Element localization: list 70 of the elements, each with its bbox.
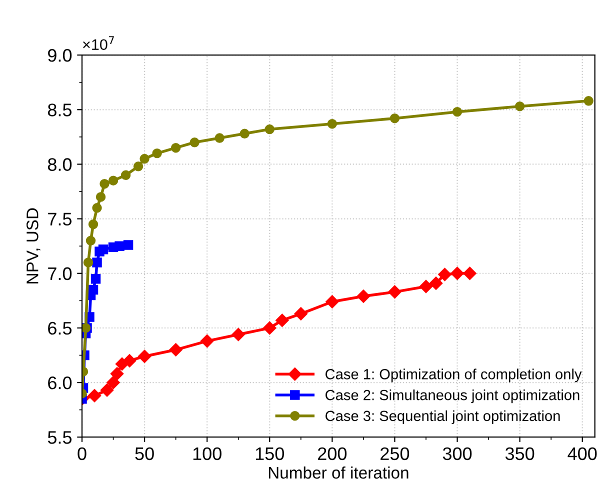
point	[463, 266, 476, 280]
x-tick-label: 300	[442, 447, 472, 460]
point	[240, 128, 250, 139]
point	[276, 314, 289, 327]
point	[356, 290, 370, 303]
x-axis-title: Number of iteration	[268, 466, 408, 479]
point	[263, 321, 276, 335]
legend-label: Case 1: Optimization of completion only	[326, 368, 582, 382]
point	[169, 343, 182, 356]
x-tick-label: 350	[505, 447, 534, 460]
y-tick-label: 7.5	[48, 212, 72, 226]
point	[214, 133, 224, 143]
y-tick-label: 9.0	[48, 48, 72, 62]
point	[96, 192, 106, 202]
point	[100, 179, 110, 189]
point	[514, 102, 525, 112]
point	[200, 334, 214, 348]
point	[584, 96, 594, 106]
point	[438, 268, 452, 282]
point	[327, 118, 338, 129]
text: ×10$^{7}$	[83, 36, 114, 50]
y-tick-label: 8.5	[48, 104, 72, 116]
legend-label: Case 3: Sequential joint optimization	[326, 410, 560, 424]
point	[232, 328, 245, 342]
point	[92, 203, 102, 213]
x-tick-label: 250	[380, 447, 410, 460]
point	[114, 241, 124, 251]
x-tick-label: 100	[193, 447, 222, 460]
point	[326, 295, 339, 308]
point	[450, 266, 464, 280]
point	[294, 307, 308, 320]
point	[123, 240, 134, 250]
x-tick-label: 50	[135, 447, 154, 460]
point	[152, 148, 162, 158]
y-tick-label: 6.0	[48, 376, 72, 390]
point	[419, 280, 433, 294]
point	[90, 274, 101, 284]
point	[170, 142, 181, 153]
x-tick-label: 200	[318, 447, 347, 460]
point	[86, 236, 96, 246]
x-tick-label: 400	[568, 447, 597, 460]
y-tick-label: 5.5	[48, 431, 72, 444]
point	[138, 350, 152, 363]
point	[88, 389, 102, 402]
point	[88, 219, 98, 230]
point	[429, 276, 443, 290]
y-axis-title: NPV, USD	[26, 208, 40, 284]
point	[108, 176, 118, 186]
point	[98, 244, 108, 254]
point	[452, 106, 462, 117]
point	[390, 114, 400, 124]
point	[120, 170, 131, 180]
point	[88, 284, 98, 295]
y-tick-label: 7.0	[48, 267, 72, 280]
legend-label: Case 2: Simultaneous joint optimization	[326, 390, 580, 404]
y-tick-label: 8.0	[48, 158, 72, 171]
point	[264, 124, 274, 134]
x-tick-label: 150	[256, 447, 284, 460]
point	[92, 258, 102, 268]
point	[133, 162, 144, 172]
x-tick-label: 0	[78, 447, 86, 460]
point	[106, 376, 120, 390]
point	[122, 354, 136, 368]
point	[83, 258, 94, 268]
y-tick-label: 6.5	[48, 322, 72, 335]
point	[388, 285, 402, 299]
point	[190, 138, 200, 148]
point	[110, 367, 124, 380]
point	[100, 384, 114, 397]
point	[140, 154, 150, 164]
